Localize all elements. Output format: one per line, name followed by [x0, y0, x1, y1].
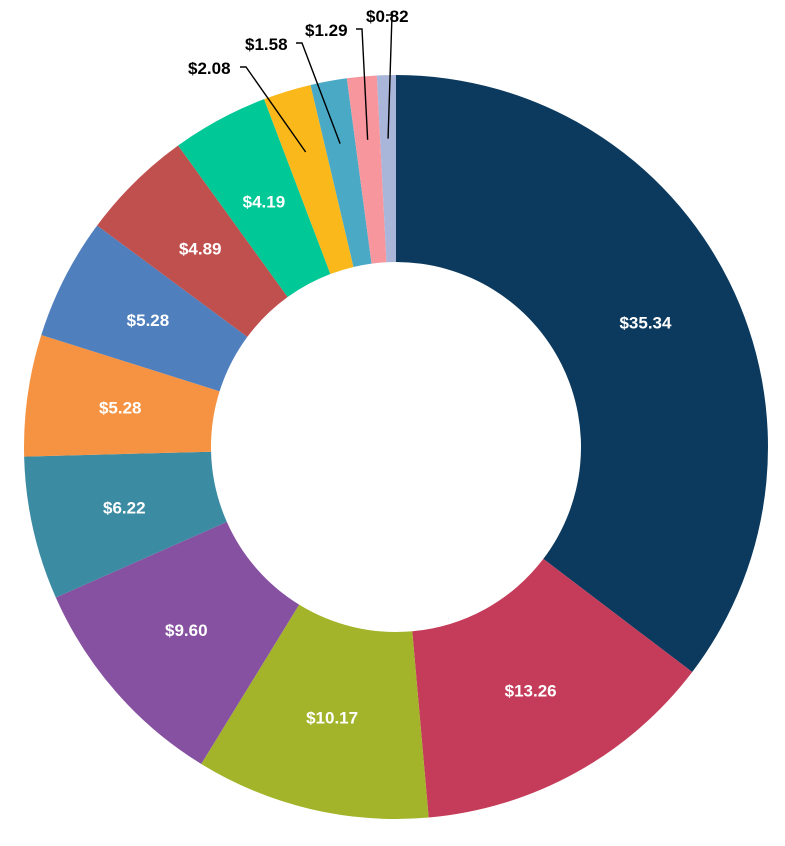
slice-label-5: $6.22 [103, 499, 146, 518]
slice-7 [41, 225, 248, 392]
leader-line-13 [386, 14, 393, 139]
slice-label-12: $1.29 [305, 21, 348, 40]
slice-label-11: $1.58 [245, 35, 288, 54]
leader-lines [240, 14, 393, 153]
slice-label-8: $4.89 [179, 239, 222, 258]
slice-label-7: $5.28 [127, 311, 170, 330]
slice-8 [97, 145, 288, 337]
slice-label-10: $2.08 [188, 59, 231, 78]
slice-5 [24, 451, 227, 598]
slice-9 [178, 99, 331, 298]
slice-2 [412, 558, 693, 818]
slice-1 [396, 75, 768, 673]
slice-label-6: $5.28 [99, 399, 142, 418]
slice-label-4: $9.60 [165, 621, 208, 640]
slice-label-3: $10.17 [306, 709, 358, 728]
slice-13 [376, 75, 396, 263]
leader-line-11 [296, 42, 341, 144]
leader-line-10 [240, 66, 307, 153]
slice-4 [55, 521, 300, 764]
slice-12 [346, 75, 387, 264]
slice-label-2: $13.26 [505, 681, 557, 700]
slice-label-13: $0.82 [366, 7, 409, 26]
slice-6 [24, 334, 220, 457]
slice-3 [201, 604, 429, 819]
donut-slices [24, 75, 768, 819]
slice-10 [264, 84, 354, 275]
leader-line-12 [356, 28, 369, 140]
slice-labels: $35.34 $13.26 $10.17 $9.60 $6.22 $5.28 $5.28 $4… [99, 7, 672, 728]
slice-label-1: $35.34 [619, 314, 672, 333]
slice-11 [310, 78, 372, 267]
slice-label-9: $4.19 [243, 192, 286, 211]
